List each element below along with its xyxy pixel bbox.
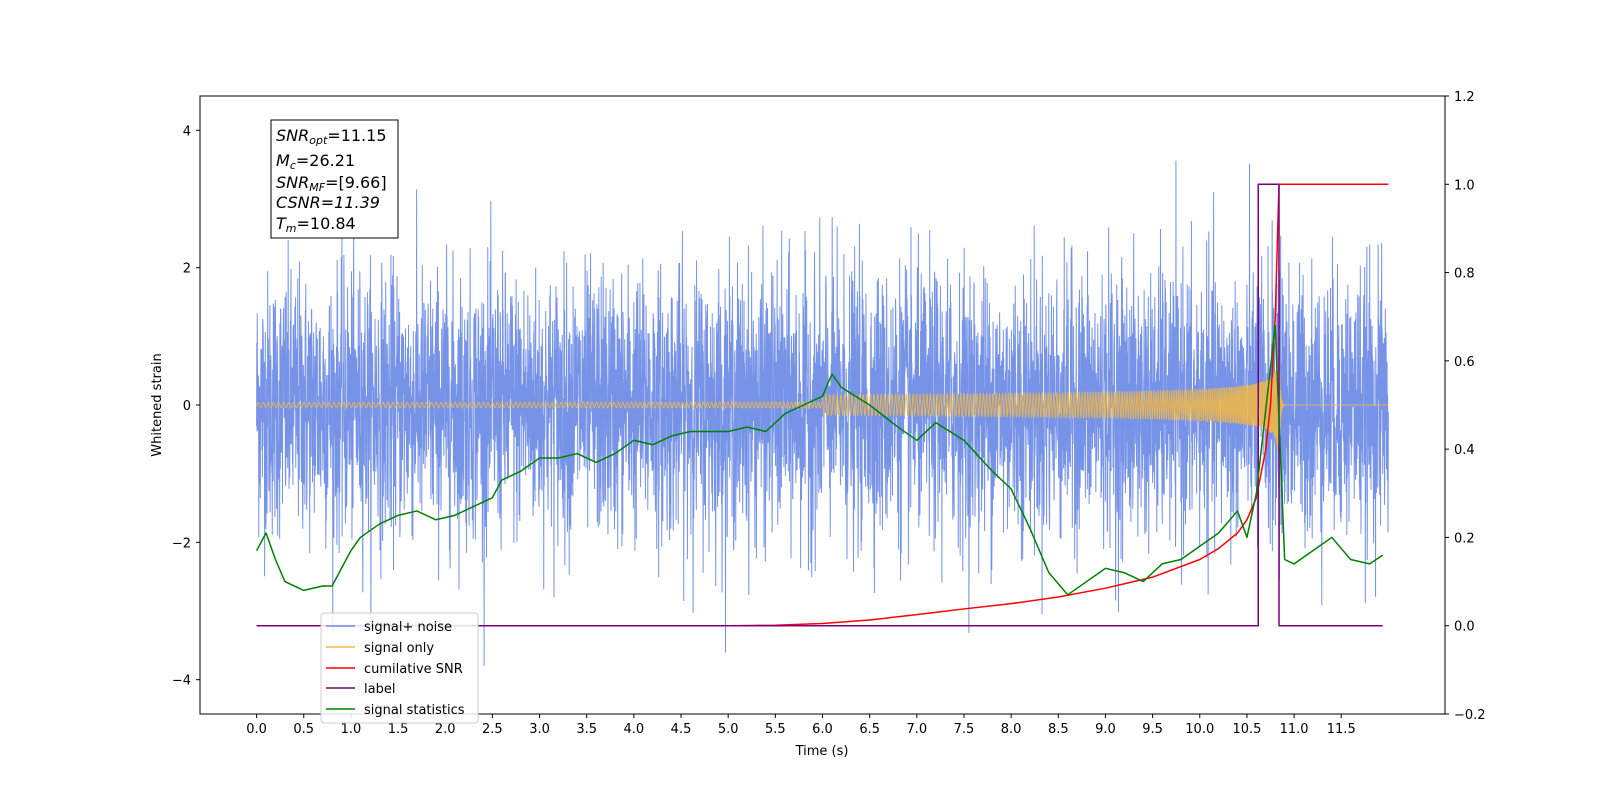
x-axis-title: Time (s)	[795, 744, 849, 759]
series-cumulative-snr	[256, 183, 1389, 627]
x-tick-label: 4.0	[624, 722, 645, 737]
annotation-tm-val: =10.84	[297, 214, 356, 233]
series-label	[256, 183, 1383, 627]
y-right-tick-label: −0.2	[1454, 708, 1486, 723]
annotation-snr-opt-sub: opt	[309, 134, 328, 147]
x-tick-label: 10.5	[1232, 722, 1261, 737]
x-tick-label: 7.5	[954, 722, 975, 737]
x-tick-label: 4.5	[671, 722, 692, 737]
legend-frame	[320, 612, 479, 724]
ticks-layer: 0.0 0.5 1.0 1.5 2.0 2.5 3.0 3.5 4.0 4.5 5.0 5.5 6.0 6…	[172, 90, 1486, 737]
annotation-snr-mf-val: =[9.66]	[325, 173, 387, 192]
y-axis-title-left: Whitened strain	[150, 353, 165, 456]
annotation-snr-opt-main: SNR	[276, 126, 309, 145]
x-tick-label: 8.0	[1001, 722, 1022, 737]
annotation-csnr: CSNR=11.39	[276, 193, 380, 212]
x-tick-label: 3.0	[529, 722, 550, 737]
annotation-mc-main: M	[276, 151, 290, 170]
series-signal-statistics	[255, 324, 1384, 596]
x-tick-label: 1.5	[388, 722, 409, 737]
x-tick-label: 9.0	[1095, 722, 1116, 737]
annotation-mc-val: =26.21	[296, 151, 355, 170]
annotation-tm: Tm=10.84	[276, 214, 356, 235]
annotation-snr-mf: SNRMF=[9.66]	[276, 173, 387, 194]
annotation-tm-sub: m	[286, 222, 297, 235]
y-right-tick-label: 1.0	[1454, 178, 1475, 193]
series-signal-only	[256, 349, 1389, 453]
y-left-tick-label: −2	[172, 536, 191, 551]
annotation-box: SNRopt=11.15 Mc=26.21 SNRMF=[9.66] CSNR=…	[270, 119, 399, 239]
annotation-mc: Mc=26.21	[276, 151, 355, 172]
y-left-tick-label: 2	[183, 262, 191, 277]
legend-entry-label: label	[364, 682, 395, 697]
x-tick-label: 11.5	[1327, 722, 1356, 737]
x-tick-label: 1.0	[341, 722, 362, 737]
annotation-snr-mf-sub: MF	[309, 181, 325, 194]
x-tick-label: 6.5	[859, 722, 880, 737]
legend-entry-signal: signal only	[364, 641, 434, 656]
legend-entry-stats: signal statistics	[364, 703, 465, 718]
annotation-snr-opt: SNRopt=11.15	[276, 126, 387, 147]
x-tick-label: 5.5	[765, 722, 786, 737]
x-tick-label: 2.0	[435, 722, 456, 737]
legend-entry-snr: cumilative SNR	[364, 662, 463, 677]
annotation-snr-opt-val: =11.15	[327, 126, 386, 145]
annotation-tm-main: T	[276, 214, 287, 233]
x-tick-label: 11.0	[1280, 722, 1309, 737]
series-layer	[255, 160, 1389, 666]
y-left-tick-label: 0	[183, 399, 191, 414]
legend: signal+ noise signal only cumilative SNR…	[320, 612, 479, 724]
x-tick-label: 3.5	[576, 722, 597, 737]
y-right-tick-label: 0.0	[1454, 620, 1475, 635]
y-right-tick-label: 0.2	[1454, 531, 1475, 546]
x-tick-label: 0.0	[246, 722, 267, 737]
annotation-frame	[270, 119, 399, 239]
x-tick-label: 8.5	[1048, 722, 1069, 737]
annotation-snr-mf-main: SNR	[276, 173, 309, 192]
x-tick-label: 5.0	[718, 722, 739, 737]
x-tick-label: 6.0	[812, 722, 833, 737]
y-right-tick-label: 1.2	[1454, 90, 1475, 105]
x-tick-label: 7.0	[906, 722, 927, 737]
y-right-tick-label: 0.6	[1454, 355, 1475, 370]
y-right-tick-label: 0.4	[1454, 443, 1475, 458]
legend-entry-noise: signal+ noise	[364, 620, 452, 635]
x-tick-label: 0.5	[293, 722, 314, 737]
y-right-tick-label: 0.8	[1454, 267, 1475, 282]
y-left-tick-label: 4	[183, 124, 191, 139]
series-signal-noise	[256, 160, 1389, 666]
y-left-tick-label: −4	[172, 674, 191, 689]
x-tick-label: 10.0	[1185, 722, 1214, 737]
x-tick-label: 9.5	[1142, 722, 1163, 737]
annotation-mc-sub: c	[290, 159, 296, 172]
x-tick-label: 2.5	[482, 722, 503, 737]
